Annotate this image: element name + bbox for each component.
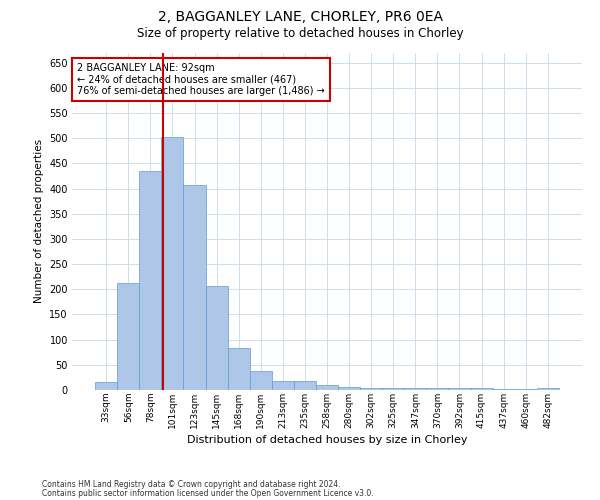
Bar	[470, 388, 493, 390]
Bar	[360, 388, 382, 390]
Bar	[272, 381, 294, 390]
Y-axis label: Number of detached properties: Number of detached properties	[34, 139, 44, 304]
Bar	[537, 388, 559, 390]
Text: Size of property relative to detached houses in Chorley: Size of property relative to detached ho…	[137, 28, 463, 40]
Bar	[338, 388, 360, 390]
Bar	[206, 286, 227, 390]
Bar	[294, 382, 316, 390]
X-axis label: Distribution of detached houses by size in Chorley: Distribution of detached houses by size …	[187, 434, 467, 444]
Bar	[316, 385, 338, 390]
Bar	[139, 171, 161, 390]
Text: 2 BAGGANLEY LANE: 92sqm
← 24% of detached houses are smaller (467)
76% of semi-d: 2 BAGGANLEY LANE: 92sqm ← 24% of detache…	[77, 62, 325, 96]
Bar	[95, 382, 117, 390]
Bar	[448, 388, 470, 390]
Text: Contains public sector information licensed under the Open Government Licence v3: Contains public sector information licen…	[42, 489, 374, 498]
Bar	[493, 389, 515, 390]
Bar	[227, 348, 250, 390]
Text: Contains HM Land Registry data © Crown copyright and database right 2024.: Contains HM Land Registry data © Crown c…	[42, 480, 341, 489]
Text: 2, BAGGANLEY LANE, CHORLEY, PR6 0EA: 2, BAGGANLEY LANE, CHORLEY, PR6 0EA	[157, 10, 443, 24]
Bar	[161, 137, 184, 390]
Bar	[184, 185, 206, 390]
Bar	[250, 371, 272, 390]
Bar	[427, 388, 448, 390]
Bar	[382, 388, 404, 390]
Bar	[515, 389, 537, 390]
Bar	[117, 282, 139, 390]
Bar	[404, 388, 427, 390]
